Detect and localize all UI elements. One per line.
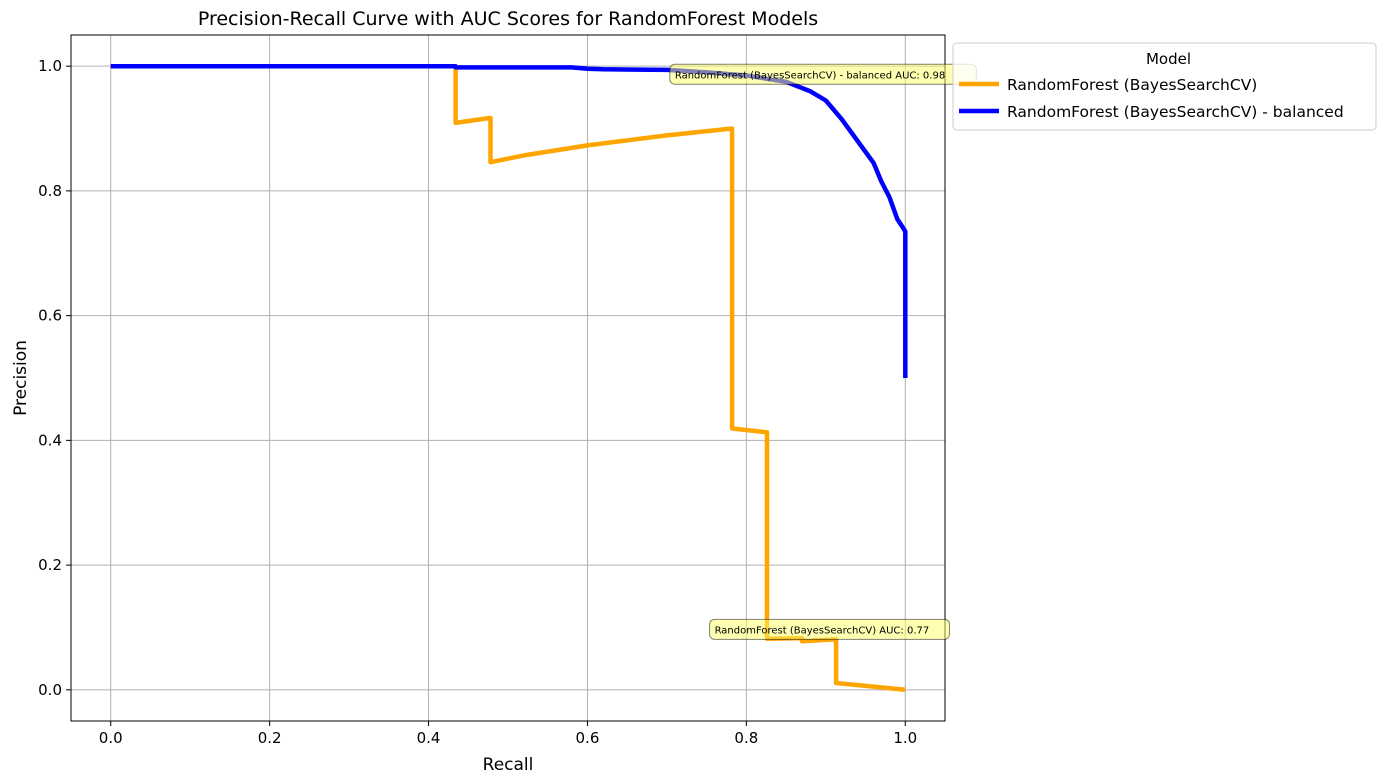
y-tick-label: 1.0 [38,57,62,75]
annotation-text: RandomForest (BayesSearchCV) - balanced … [675,70,945,81]
x-tick-label: 0.2 [258,729,282,747]
legend-box [952,42,1377,131]
series-line-randomforest [110,63,906,693]
auc-annotations: RandomForest (BayesSearchCV) - balanced … [669,63,977,640]
y-tick-label: 0.8 [38,182,62,200]
x-tick-label: 0.6 [576,729,600,747]
auc-annotation: RandomForest (BayesSearchCV) - balanced … [669,63,977,85]
y-axis-label: Precision [11,340,31,416]
auc-annotation: RandomForest (BayesSearchCV) AUC: 0.77 [709,618,950,640]
annotation-box [709,618,950,640]
series-line-randomforest-balanced [110,63,908,378]
plot-frame [70,34,946,722]
y-tick-label: 0.6 [38,307,62,325]
x-tick-label: 1.0 [893,729,917,747]
x-tick-label: 0.8 [734,729,758,747]
data-series [110,63,908,693]
y-tick-label: 0.4 [38,431,62,449]
axis-ticks: 0.0 0.2 0.4 0.6 0.8 1.0 0.0 0.2 0.4 0.6 0.8 1.0 [38,57,917,747]
x-tick-label: 0.0 [99,729,123,747]
y-tick-label: 0.0 [38,681,62,699]
legend-entry-label: RandomForest (BayesSearchCV) [1007,76,1257,94]
legend[interactable]: Model RandomForest (BayesSearchCV) RandomF… [952,42,1377,131]
grid-lines [71,35,945,721]
chart-title: Precision-Recall Curve with AUC Scores f… [198,8,818,30]
legend-title: Model [1146,50,1191,68]
annotation-text: RandomForest (BayesSearchCV) AUC: 0.77 [715,625,930,636]
legend-entry-label: RandomForest (BayesSearchCV) - balanced [1007,103,1344,121]
y-tick-label: 0.2 [38,556,62,574]
x-tick-label: 0.4 [417,729,441,747]
x-axis-label: Recall [483,755,534,775]
